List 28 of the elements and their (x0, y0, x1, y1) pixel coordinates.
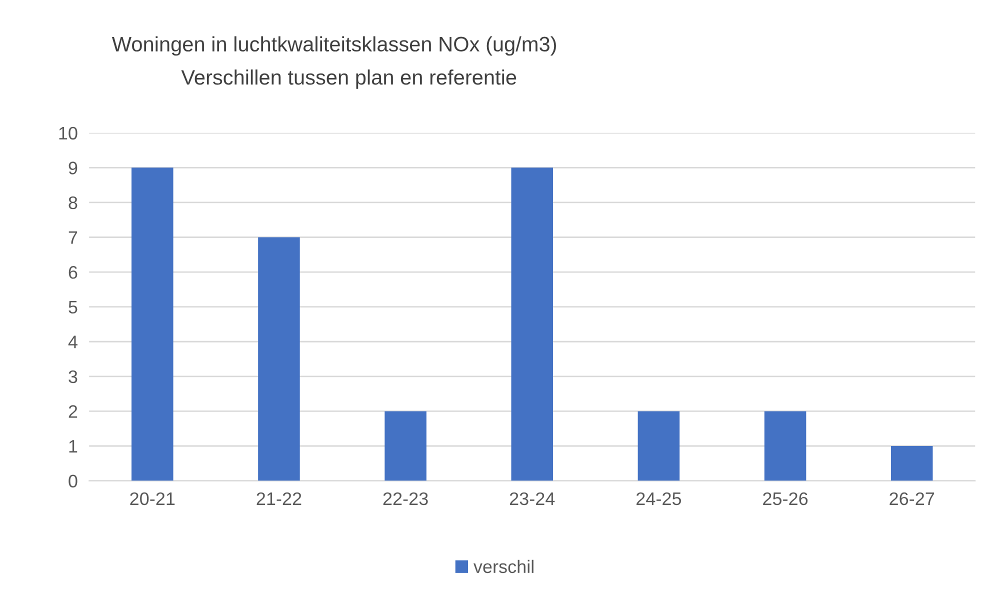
x-tick-label: 22-23 (383, 492, 428, 506)
y-tick-label: 4 (68, 336, 78, 348)
bar (764, 411, 806, 481)
y-tick-label: 8 (68, 196, 78, 210)
y-tick-label: 9 (68, 162, 78, 174)
bar (384, 411, 426, 481)
chart-title: Woningen in luchtkwaliteitsklassen NOx (ug/m3) (112, 36, 556, 56)
bar (511, 168, 554, 481)
x-tick-label: 20-21 (130, 492, 175, 506)
x-tick-label: 25-26 (763, 492, 808, 506)
y-tick-label: 2 (68, 405, 78, 418)
bar (258, 237, 300, 481)
bar (132, 168, 174, 481)
y-tick-label: 7 (68, 231, 78, 244)
chart-subtitle: Verschillen tussen plan en referentie (181, 69, 516, 89)
x-tick-label: 24-25 (636, 492, 682, 506)
bar (890, 446, 933, 481)
bar (638, 411, 680, 481)
legend-label: verschil (473, 560, 534, 574)
y-tick-label: 0 (68, 474, 78, 488)
y-tick-label: 10 (59, 126, 78, 140)
y-tick-label: 6 (68, 266, 78, 279)
x-tick-label: 21-22 (256, 492, 302, 505)
x-tick-label: 26-27 (890, 492, 934, 506)
y-tick-label: 1 (69, 440, 78, 453)
y-tick-label: 5 (68, 300, 78, 314)
y-tick-label: 3 (68, 370, 78, 384)
x-tick-label: 23-24 (510, 492, 555, 506)
